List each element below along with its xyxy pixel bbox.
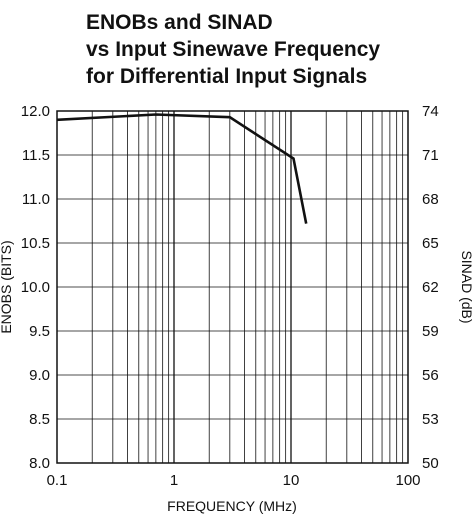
- y2-tick-label: 71: [422, 147, 439, 164]
- grid-lines: [57, 111, 408, 463]
- y2-tick-label: 65: [422, 235, 439, 252]
- y-tick-label: 11.0: [22, 191, 50, 208]
- x-axis-ticks: 0.1 1 10 100: [47, 472, 421, 489]
- y-tick-label: 11.5: [22, 147, 50, 164]
- chart-title-line-1: ENOBs and SINAD: [86, 11, 273, 34]
- y-tick-label: 10.5: [21, 235, 50, 252]
- y2-tick-label: 62: [422, 279, 439, 296]
- y2-tick-label: 74: [422, 103, 439, 120]
- y2-tick-label: 50: [422, 455, 439, 472]
- y2-axis-ticks: 74 71 68 65 62 59 56 53 50: [422, 103, 439, 472]
- y-axis-ticks: 12.0 11.5 11.0 10.5 10.0 9.5 9.0 8.5 8.0: [21, 103, 50, 472]
- plot-area: [56, 110, 409, 464]
- y2-tick-label: 56: [422, 367, 439, 384]
- y-tick-label: 8.5: [29, 411, 50, 428]
- y-tick-label: 12.0: [21, 103, 50, 120]
- x-tick-label: 10: [283, 472, 300, 489]
- x-tick-label: 0.1: [47, 472, 68, 489]
- y2-tick-label: 59: [422, 323, 439, 340]
- x-tick-label: 100: [395, 472, 420, 489]
- x-tick-label: 1: [170, 472, 178, 489]
- series-line: [56, 113, 308, 224]
- y-tick-label: 10.0: [21, 279, 50, 296]
- chart-title-line-3: for Differential Input Signals: [86, 65, 367, 88]
- y-axis-label: ENOBS (BITS): [0, 240, 14, 333]
- x-axis-label: FREQUENCY (MHz): [167, 498, 297, 514]
- y2-axis-label: SINAD (dB): [459, 250, 472, 323]
- y-tick-label: 8.0: [29, 455, 50, 472]
- series-layer: [56, 113, 308, 224]
- y-tick-label: 9.0: [29, 367, 50, 384]
- y2-tick-label: 53: [422, 411, 439, 428]
- chart-title-line-2: vs Input Sinewave Frequency: [86, 38, 380, 61]
- y2-tick-label: 68: [422, 191, 439, 208]
- y-tick-label: 9.5: [29, 323, 50, 340]
